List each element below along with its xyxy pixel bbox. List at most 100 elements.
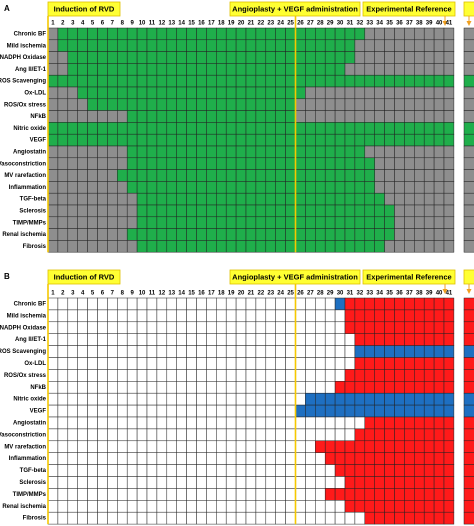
cell	[136, 440, 148, 453]
cell	[414, 98, 425, 111]
cell	[117, 428, 128, 442]
cell	[265, 98, 276, 111]
cell	[463, 476, 474, 489]
cell	[225, 145, 237, 159]
cell	[245, 204, 257, 218]
cell	[235, 216, 247, 229]
cell	[265, 51, 276, 64]
cell	[176, 122, 187, 135]
column-number: 3	[71, 21, 75, 27]
cell	[107, 63, 118, 76]
column-number: 22	[258, 21, 265, 27]
cell	[315, 404, 326, 418]
cell	[47, 321, 59, 334]
cell	[275, 74, 286, 88]
cell	[443, 86, 455, 100]
cell	[136, 416, 148, 430]
cell	[364, 297, 375, 311]
cell	[315, 51, 326, 64]
cell	[77, 86, 88, 100]
cell	[235, 228, 247, 241]
cell	[275, 297, 286, 311]
cell	[423, 381, 435, 394]
cell	[285, 416, 296, 430]
cell	[77, 357, 88, 370]
cell	[433, 333, 445, 346]
cell	[285, 51, 296, 64]
cell	[156, 416, 168, 430]
cell	[305, 157, 316, 170]
cell	[117, 169, 128, 182]
cell	[225, 133, 237, 147]
cell	[344, 51, 356, 64]
cell	[47, 309, 59, 323]
cell	[97, 404, 108, 418]
cell	[344, 404, 356, 418]
cell	[285, 428, 296, 442]
cell	[275, 63, 286, 76]
cell	[136, 369, 148, 382]
row-label: Angiostatin	[13, 149, 46, 155]
cell	[344, 511, 356, 525]
cell	[97, 122, 108, 135]
row-label: Vasoconstriction	[0, 161, 46, 167]
cell	[394, 27, 405, 41]
cell	[285, 86, 296, 100]
row-label: NFkB	[30, 385, 46, 391]
cell	[57, 416, 69, 430]
cell	[156, 464, 168, 477]
cell	[394, 63, 405, 76]
cell	[255, 345, 267, 358]
cell	[156, 86, 168, 100]
cell	[57, 488, 69, 501]
cell	[305, 145, 316, 159]
cell	[67, 392, 78, 406]
cell	[67, 181, 78, 194]
cell	[324, 381, 336, 394]
cell	[394, 416, 405, 430]
cell	[87, 204, 98, 218]
cell	[414, 476, 425, 489]
cell	[255, 110, 267, 123]
cell	[196, 216, 207, 229]
row-label: ROS/Ox stress	[4, 373, 47, 379]
cell	[315, 145, 326, 159]
cell	[186, 333, 197, 346]
cell	[463, 181, 474, 194]
cell	[186, 476, 197, 489]
cell	[404, 381, 415, 394]
cell	[255, 416, 267, 430]
cell	[414, 392, 425, 406]
cell	[156, 51, 168, 64]
cell	[216, 476, 227, 489]
cell	[354, 133, 366, 147]
cell	[235, 39, 247, 52]
cell	[334, 133, 346, 147]
cell	[67, 488, 78, 501]
cell	[265, 204, 276, 218]
cell	[67, 39, 78, 52]
cell	[206, 309, 217, 323]
cell	[433, 381, 445, 394]
cell	[136, 381, 148, 394]
cell	[305, 86, 316, 100]
cell	[414, 157, 425, 170]
cell	[384, 488, 395, 501]
cell	[443, 169, 455, 182]
cell	[206, 488, 217, 501]
cell	[225, 345, 237, 358]
cell	[146, 39, 158, 52]
cell	[414, 122, 425, 135]
cell	[443, 440, 455, 453]
cell	[156, 204, 168, 218]
cell	[255, 452, 267, 465]
cell	[166, 392, 177, 406]
cell	[245, 297, 257, 311]
cell	[334, 228, 346, 241]
cell	[186, 157, 197, 170]
cell	[176, 157, 187, 170]
cell	[186, 122, 197, 135]
cell	[374, 74, 385, 88]
cell	[295, 204, 306, 218]
cell	[87, 321, 98, 334]
